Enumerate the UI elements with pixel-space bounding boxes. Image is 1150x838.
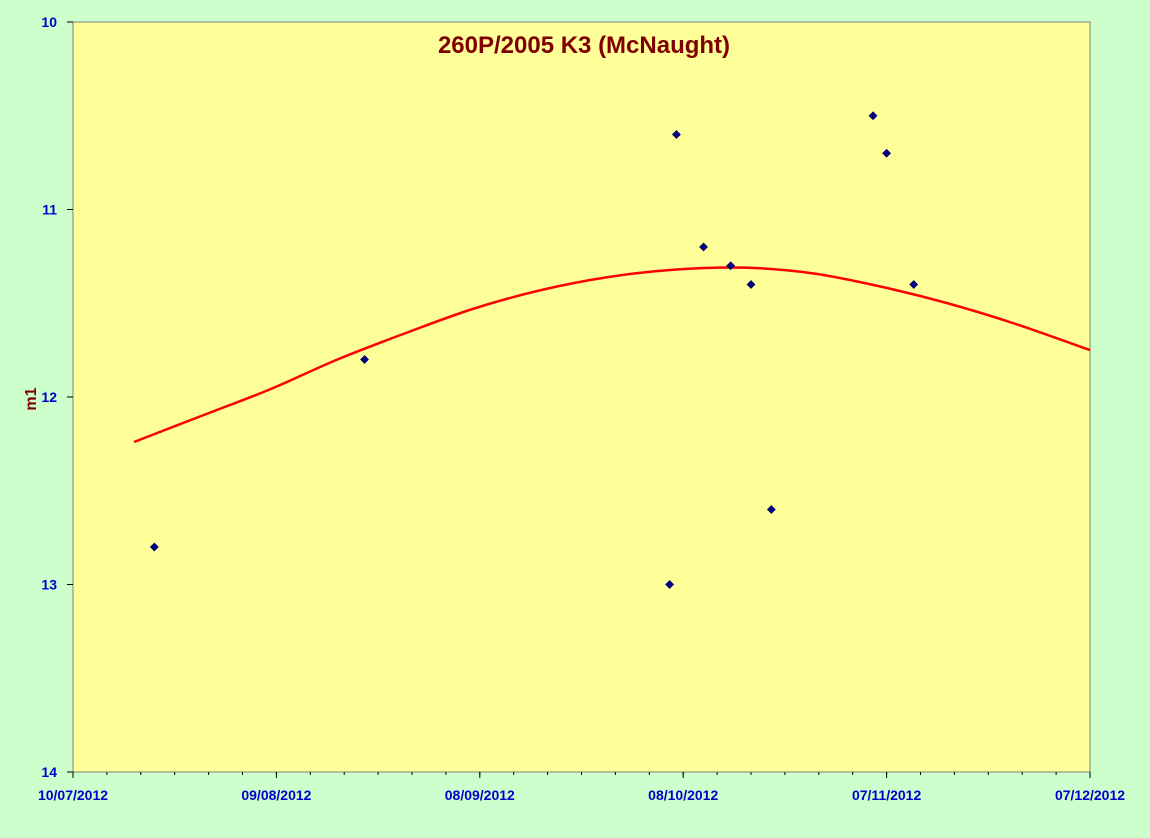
data-point [671, 130, 681, 139]
y-tick-label: 11 [42, 202, 57, 218]
data-point [360, 355, 369, 364]
data-points-layer [149, 111, 919, 589]
data-point [746, 280, 756, 289]
trend-curve-layer [133, 266, 1091, 444]
x-tick-label: 09/08/2012 [241, 787, 311, 803]
x-tick-label: 08/09/2012 [445, 787, 515, 803]
x-tick-label: 07/12/2012 [1055, 787, 1125, 803]
data-point [699, 242, 708, 252]
data-point [766, 505, 776, 514]
y-tick-label: 13 [41, 577, 57, 593]
x-tick-label: 07/11/2012 [852, 787, 922, 803]
data-point [909, 280, 919, 289]
data-point [868, 111, 878, 121]
trend-curve [133, 266, 1091, 444]
x-axis-ticks: 10/07/2012 09/08/2012 08/09/2012 08/10/2012… [38, 772, 1125, 803]
x-tick-label: 08/10/2012 [648, 787, 718, 803]
y-axis-title: m1 [23, 387, 40, 410]
data-point [726, 261, 736, 271]
plot-area [72, 21, 1091, 773]
y-tick-label: 10 [41, 14, 57, 30]
chart-title: 260P/2005 K3 (McNaught) [438, 32, 730, 59]
data-point [665, 580, 675, 589]
y-axis-ticks: 10 11 12 13 14 [41, 14, 73, 780]
y-tick-label: 14 [41, 764, 57, 780]
data-point [882, 148, 892, 158]
x-tick-label: 10/07/2012 [38, 787, 108, 803]
y-tick-label: 12 [41, 389, 57, 405]
data-point [149, 542, 159, 552]
